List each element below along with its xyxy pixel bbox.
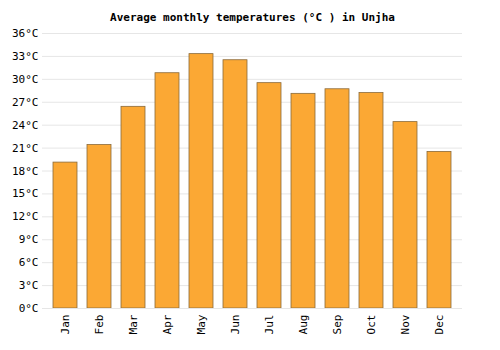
svg-text:Average monthly temperatures (: Average monthly temperatures (°C ) in Un…: [110, 11, 395, 24]
svg-text:Apr: Apr: [161, 314, 174, 334]
svg-text:Aug: Aug: [297, 315, 310, 335]
svg-text:15°C: 15°C: [12, 187, 39, 200]
svg-text:12°C: 12°C: [12, 210, 39, 223]
svg-text:30°C: 30°C: [12, 73, 39, 86]
svg-text:0°C: 0°C: [19, 302, 39, 315]
svg-text:21°C: 21°C: [12, 142, 39, 155]
svg-text:May: May: [195, 314, 208, 334]
svg-text:Jul: Jul: [263, 315, 276, 335]
svg-text:3°C: 3°C: [19, 279, 39, 292]
svg-text:27°C: 27°C: [12, 96, 39, 109]
svg-text:Dec: Dec: [433, 315, 446, 335]
svg-text:6°C: 6°C: [19, 256, 39, 269]
svg-text:Feb: Feb: [93, 315, 106, 335]
svg-text:9°C: 9°C: [19, 233, 39, 246]
svg-text:Mar: Mar: [127, 314, 140, 334]
svg-text:Sep: Sep: [331, 315, 344, 335]
svg-text:Nov: Nov: [399, 314, 412, 334]
svg-text:33°C: 33°C: [12, 50, 39, 63]
svg-text:Oct: Oct: [365, 315, 378, 335]
svg-text:Jan: Jan: [59, 315, 72, 335]
svg-text:Jun: Jun: [229, 315, 242, 335]
svg-text:18°C: 18°C: [12, 165, 39, 178]
svg-text:36°C: 36°C: [12, 27, 39, 40]
svg-text:24°C: 24°C: [12, 119, 39, 132]
